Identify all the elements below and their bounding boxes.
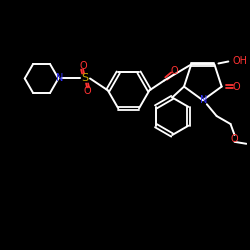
Text: O: O [83,86,91,96]
Text: O: O [231,134,238,144]
Text: O: O [233,82,240,92]
Text: N: N [200,95,207,105]
Text: S: S [82,74,89,84]
Text: O: O [79,61,87,71]
Text: O: O [170,66,178,76]
Text: OH: OH [232,56,247,66]
Text: N: N [56,74,63,84]
